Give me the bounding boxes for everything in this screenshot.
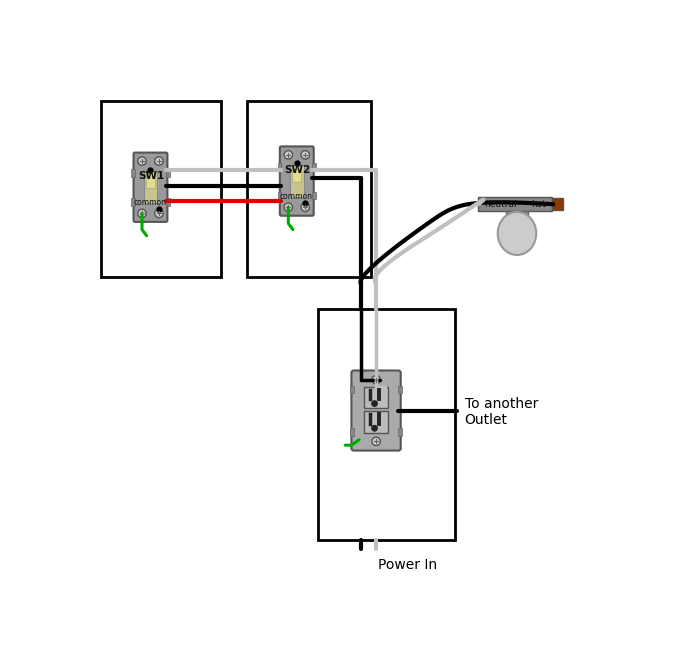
Circle shape <box>138 209 146 218</box>
FancyBboxPatch shape <box>280 146 314 216</box>
Text: Power In: Power In <box>377 557 437 571</box>
Bar <box>277 163 282 170</box>
Bar <box>132 198 135 206</box>
FancyBboxPatch shape <box>134 152 167 222</box>
Bar <box>247 101 371 277</box>
Circle shape <box>155 157 163 166</box>
Text: neutral: neutral <box>484 201 516 209</box>
Circle shape <box>301 203 310 211</box>
Bar <box>551 198 563 211</box>
Text: common: common <box>279 192 312 201</box>
Text: SW1: SW1 <box>138 171 164 181</box>
Bar <box>132 169 135 177</box>
Circle shape <box>155 209 163 218</box>
Text: SW2: SW2 <box>284 166 311 175</box>
Ellipse shape <box>498 212 536 255</box>
Bar <box>312 192 316 199</box>
Bar <box>292 166 301 182</box>
Bar <box>364 411 388 433</box>
Bar <box>312 163 316 170</box>
Bar <box>479 197 551 211</box>
FancyBboxPatch shape <box>351 371 401 451</box>
Bar <box>399 428 402 436</box>
Bar <box>319 309 456 540</box>
Circle shape <box>372 401 377 406</box>
Bar <box>146 173 155 188</box>
Bar <box>350 428 353 436</box>
Circle shape <box>284 203 292 211</box>
Bar <box>144 171 158 203</box>
Circle shape <box>138 157 146 166</box>
Bar <box>290 165 303 197</box>
Circle shape <box>284 151 292 159</box>
Text: common: common <box>133 198 166 207</box>
Circle shape <box>301 151 310 159</box>
Text: To another
Outlet: To another Outlet <box>464 397 538 427</box>
Bar <box>166 198 170 206</box>
Bar <box>166 169 170 177</box>
Bar <box>399 385 402 393</box>
Circle shape <box>372 426 377 431</box>
Bar <box>350 385 353 393</box>
Bar <box>277 192 282 199</box>
Circle shape <box>372 375 380 384</box>
Text: hot: hot <box>531 201 546 209</box>
Bar <box>506 211 527 221</box>
Circle shape <box>372 437 380 446</box>
Bar <box>101 101 221 277</box>
Bar <box>364 387 388 408</box>
